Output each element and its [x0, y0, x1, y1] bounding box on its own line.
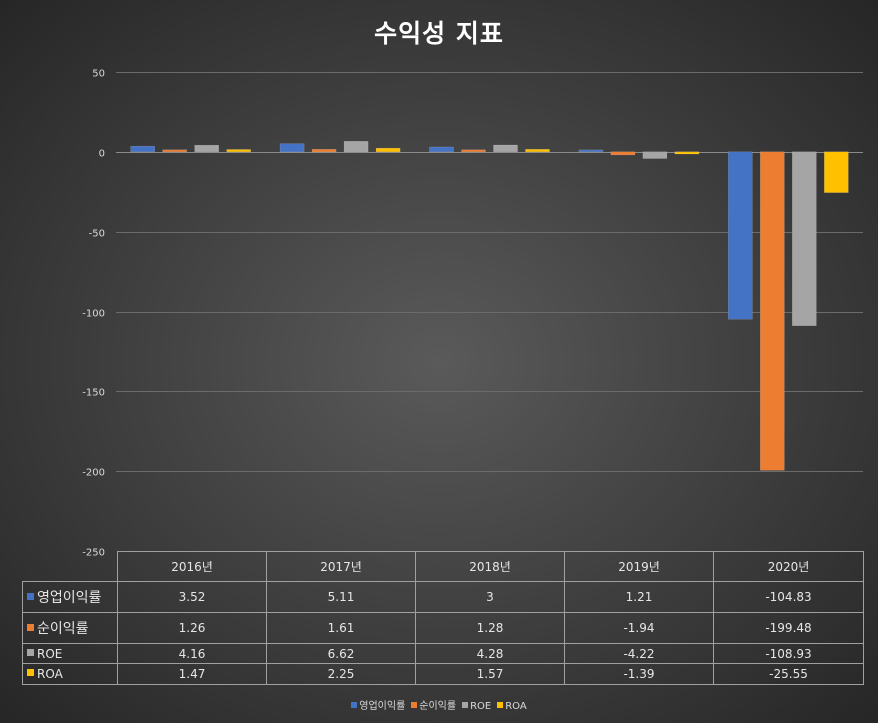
- bar-operating-margin: [578, 149, 604, 153]
- data-label: 2.25: [266, 663, 416, 685]
- legend-label: 영업이익률: [359, 701, 406, 712]
- data-label: 1.47: [117, 663, 267, 685]
- legend-swatch: [497, 702, 504, 708]
- series-name: 영업이익률: [37, 590, 102, 606]
- data-label: -104.83: [713, 581, 864, 613]
- data-label: 3: [415, 581, 565, 613]
- data-label: -4.22: [564, 643, 714, 664]
- legend-key-swatch: [27, 624, 34, 631]
- legend-swatch: [411, 702, 418, 708]
- table-row: 순이익률 1.26 1.61 1.28 -1.94 -199.48: [22, 612, 864, 644]
- data-label: -1.39: [564, 663, 714, 685]
- table-row-label: 순이익률: [22, 612, 118, 644]
- table-row: 영업이익률 3.52 5.11 3 1.21 -104.83: [22, 581, 864, 613]
- y-tick-label: -250: [82, 548, 105, 559]
- table-header-cell: 2019년: [564, 551, 714, 582]
- y-tick-label: 50: [92, 69, 105, 80]
- table-row-label: ROA: [22, 663, 118, 685]
- table-row: ROA 1.47 2.25 1.57 -1.39 -25.55: [22, 663, 864, 685]
- data-label: 1.61: [266, 612, 416, 644]
- series-name: ROA: [37, 667, 63, 681]
- data-label: 4.16: [117, 643, 267, 664]
- legend-key-swatch: [27, 648, 34, 656]
- bar-net-margin: [760, 151, 785, 471]
- bar-operating-margin: [728, 151, 753, 320]
- bar-roe: [493, 144, 518, 153]
- bar-net-margin: [311, 149, 337, 153]
- bar-roa: [525, 149, 550, 153]
- bar-roa: [226, 149, 251, 153]
- table-row-label: ROE: [22, 643, 118, 664]
- legend-label: ROA: [505, 701, 527, 712]
- series-name: ROE: [37, 646, 63, 661]
- bar-roa: [674, 151, 700, 155]
- data-label: -25.55: [713, 663, 864, 685]
- bar-roa: [375, 147, 401, 153]
- data-label: -1.94: [564, 612, 714, 644]
- bar-operating-margin: [279, 143, 305, 153]
- data-label: 4.28: [415, 643, 565, 664]
- table-header-cell: 2017년: [266, 551, 416, 582]
- y-tick-label: -200: [82, 468, 105, 479]
- legend-item: ROA: [497, 701, 527, 712]
- table-header-row: 2016년 2017년 2018년 2019년 2020년: [23, 551, 864, 582]
- data-label: -108.93: [713, 643, 864, 664]
- legend-label: ROE: [470, 701, 492, 712]
- chart-title: 수익성 지표: [374, 19, 504, 48]
- y-tick-label: -150: [82, 388, 105, 399]
- series-name: 순이익률: [37, 621, 89, 637]
- bar-roa: [824, 151, 849, 193]
- legend-item: 영업이익률: [351, 697, 405, 712]
- data-label: 3.52: [117, 581, 267, 613]
- bar-roe: [792, 151, 817, 326]
- data-label: 1.28: [415, 612, 565, 644]
- bar-net-margin: [162, 149, 187, 153]
- data-table: 2016년 2017년 2018년 2019년 2020년 영업이익률 3.52 5.11 3…: [22, 551, 864, 685]
- legend: 영업이익률 순이익률 ROE ROA: [0, 697, 878, 712]
- bar-operating-margin: [130, 145, 155, 153]
- bar-roe: [343, 141, 369, 153]
- data-label: 1.57: [415, 663, 565, 685]
- legend-key-swatch: [27, 669, 34, 676]
- table-row-label: 영업이익률: [22, 581, 118, 613]
- bar-roe: [642, 151, 668, 159]
- table-header-cell: 2020년: [713, 551, 864, 582]
- bar-roe: [194, 144, 219, 153]
- bar-net-margin: [610, 151, 636, 156]
- data-label: 6.62: [266, 643, 416, 664]
- legend-swatch: [351, 702, 358, 708]
- table-row: ROE 4.16 6.62 4.28 -4.22 -108.93: [22, 643, 864, 664]
- legend-key-swatch: [27, 593, 34, 600]
- legend-item: ROE: [462, 701, 491, 712]
- y-tick-label: -100: [82, 309, 105, 320]
- y-tick-label: 0: [99, 149, 105, 160]
- data-label: 1.21: [564, 581, 714, 613]
- table-corner: [23, 552, 118, 582]
- bar-operating-margin: [429, 146, 454, 153]
- legend-label: 순이익률: [419, 701, 457, 712]
- data-label: 1.26: [117, 612, 267, 644]
- y-tick-label: -50: [89, 229, 105, 240]
- bar-net-margin: [461, 149, 486, 153]
- table-header-cell: 2016년: [117, 551, 267, 582]
- legend-swatch: [462, 702, 469, 708]
- data-label: -199.48: [713, 612, 864, 644]
- table-header-cell: 2018년: [415, 551, 565, 582]
- data-label: 5.11: [266, 581, 416, 613]
- legend-item: 순이익률: [411, 697, 456, 712]
